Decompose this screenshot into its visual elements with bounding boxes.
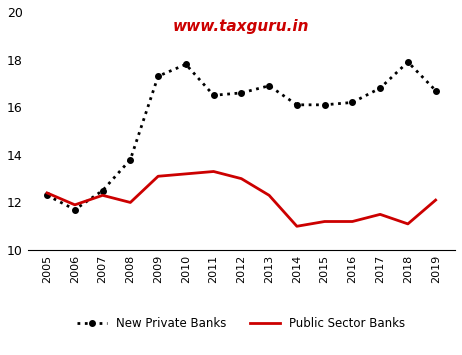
Text: www.taxguru.in: www.taxguru.in: [173, 19, 310, 34]
Legend: New Private Banks, Public Sector Banks: New Private Banks, Public Sector Banks: [73, 312, 410, 335]
